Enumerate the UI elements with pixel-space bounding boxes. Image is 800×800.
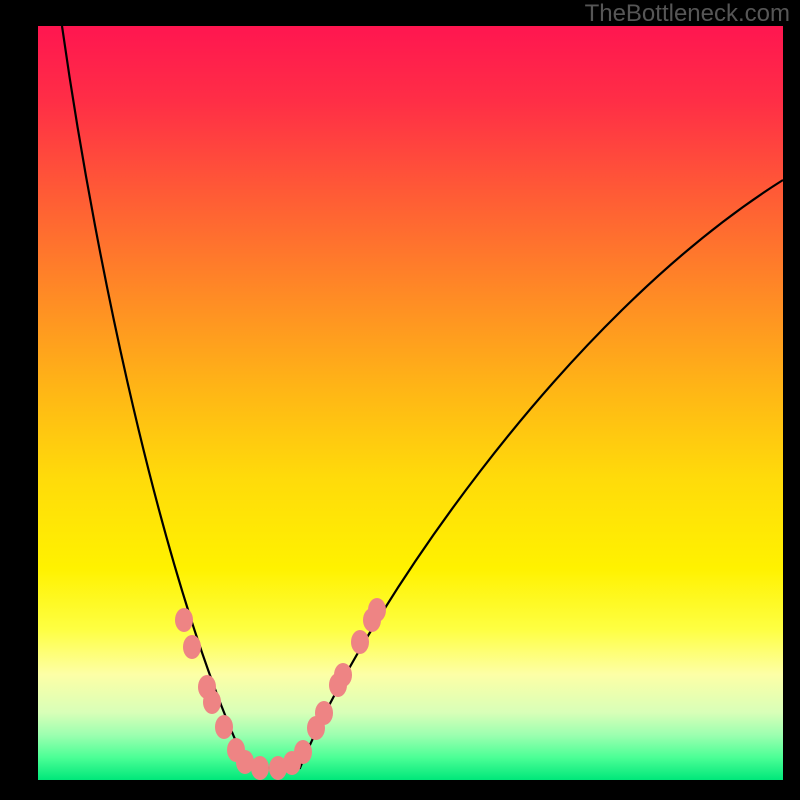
markers-group	[175, 598, 386, 780]
marker-point	[183, 635, 201, 659]
marker-point	[215, 715, 233, 739]
marker-point	[351, 630, 369, 654]
marker-point	[294, 740, 312, 764]
marker-point	[251, 756, 269, 780]
marker-point	[334, 663, 352, 687]
curve-layer	[38, 26, 783, 780]
chart-canvas: TheBottleneck.com	[0, 0, 800, 800]
plot-area	[38, 26, 783, 780]
marker-point	[315, 701, 333, 725]
marker-point	[368, 598, 386, 622]
marker-point	[203, 690, 221, 714]
watermark-text: TheBottleneck.com	[585, 0, 790, 28]
bottleneck-curve	[62, 26, 783, 768]
marker-point	[175, 608, 193, 632]
